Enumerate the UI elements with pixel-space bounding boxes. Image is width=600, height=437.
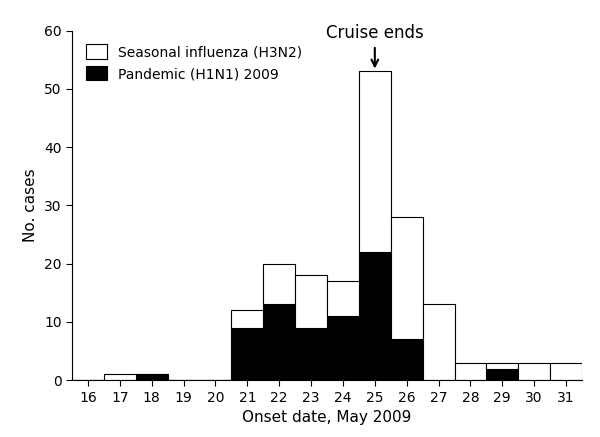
Bar (263, 305, 295, 380)
Bar (391, 340, 422, 380)
Bar (232, 310, 263, 328)
Text: Cruise ends: Cruise ends (326, 24, 424, 66)
Bar (422, 305, 455, 380)
Bar (487, 363, 518, 368)
Bar (359, 252, 391, 380)
Bar (327, 281, 359, 316)
Y-axis label: No. cases: No. cases (23, 169, 38, 242)
Legend: Seasonal influenza (H3N2), Pandemic (H1N1) 2009: Seasonal influenza (H3N2), Pandemic (H1N… (79, 38, 309, 88)
Bar (295, 275, 327, 328)
X-axis label: Onset date, May 2009: Onset date, May 2009 (242, 410, 412, 425)
Bar (455, 363, 487, 380)
Bar (295, 328, 327, 380)
Bar (104, 375, 136, 380)
Bar (487, 368, 518, 380)
Bar (359, 71, 391, 252)
Bar (232, 328, 263, 380)
Bar (327, 316, 359, 380)
Bar (263, 264, 295, 305)
Bar (518, 363, 550, 380)
Bar (391, 217, 422, 340)
Bar (550, 363, 582, 380)
Bar (136, 375, 167, 380)
